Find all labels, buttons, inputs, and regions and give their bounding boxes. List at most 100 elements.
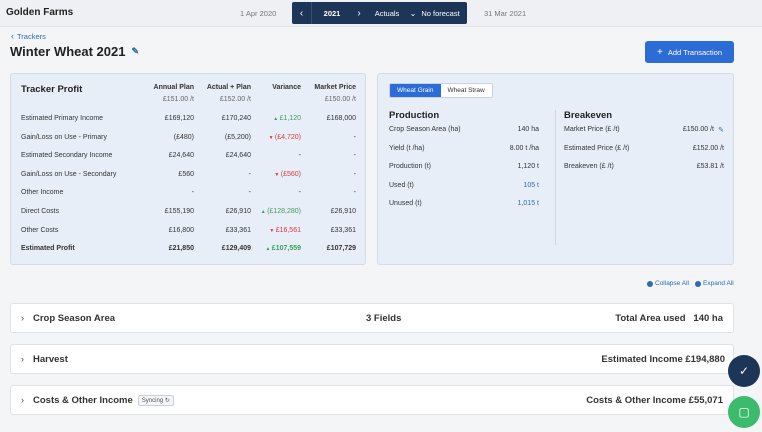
profit-market-value: £168,000 [326,115,356,122]
triangle-down-icon: ▼ [268,134,275,141]
tab-wheat-grain[interactable]: Wheat Grain [390,84,441,97]
profit-variance: ▲ £1,120 [251,115,301,122]
accordion-title: Crop Season Area [33,313,116,324]
profit-market-value: £33,361 [330,226,356,234]
syncing-badge: Syncing ↻ [137,395,174,406]
forecast-selector[interactable]: No forecast [421,8,460,18]
production-row-label: Unused (t) [389,200,422,207]
profit-row: Direct Costs £155,190 £26,910 ▲ (£128,280) £… [21,208,357,222]
breadcrumb[interactable]: ‹ Trackers [11,31,46,41]
chevron-left-icon: ‹ [299,7,304,19]
chevron-down-icon[interactable]: ⌄ [409,8,417,18]
add-transaction-label: Add Transaction [667,47,723,57]
profit-variance-value: - [298,189,301,197]
col-variance: Variance [272,84,301,91]
season-end-date: 31 Mar 2021 [484,9,527,18]
col-actual-plan-sub: £152.00 /t [219,96,251,103]
plus-circle-icon [695,280,701,287]
profit-market-value: - [353,170,356,178]
breakeven-row-value: £53.81 /t [696,163,724,170]
profit-row-label: Estimated Secondary Income [21,152,113,160]
triangle-up-icon: ▲ [265,246,272,253]
production-row: Crop Season Area (ha) 140 ha [389,126,539,138]
checklist-fab[interactable]: ✓ [728,355,760,387]
col-actual-plan: Actual + Plan [206,84,251,91]
col-annual-plan-sub: £151.00 /t [162,96,194,103]
profit-row: Estimated Secondary Income £24,640 £24,640… [21,152,357,166]
tab-wheat-straw[interactable]: Wheat Straw [440,84,492,97]
profit-plan-value: £16,800 [168,226,194,234]
expand-all-label: Expand All [703,280,734,287]
tracker-profit-title: Tracker Profit [21,84,83,95]
edit-pencil-icon[interactable]: ✎ [718,127,724,134]
tracker-profit-card: Tracker Profit Annual Plan £151.00 /t Ac… [10,73,366,265]
triangle-up-icon: ▲ [260,209,268,215]
production-row: Used (t) 105 t [389,182,539,194]
expand-all-button[interactable]: Expand All [695,280,734,287]
collapse-all-button[interactable]: Collapse All [647,280,689,287]
triangle-down-icon: ▼ [269,227,276,234]
profit-actual-value: - [248,170,251,178]
production-row: Production (t) 1,120 t [389,163,539,175]
triangle-down-icon: ▼ [274,171,281,178]
profit-row-label: Direct Costs [21,208,60,215]
production-row-label: Crop Season Area (ha) [389,126,461,133]
profit-row: Estimated Primary Income £169,120 £170,240… [21,115,357,129]
chat-fab[interactable]: ▢ [728,396,760,428]
production-row-value[interactable]: 105 t [523,181,539,189]
profit-row-label: Other Income [21,189,64,197]
profit-row-label: Other Costs [21,226,59,234]
profit-actual-value: £26,910 [225,208,251,215]
estimated-income: Estimated Income £194,880 [601,354,725,365]
production-card: Wheat Grain Wheat Straw Production Break… [377,73,734,265]
profit-market-value: - [353,189,356,197]
profit-row: Gain/Loss on Use - Primary (£480) (£5,200)… [21,134,357,148]
profit-plan-value: £155,190 [164,208,194,215]
profit-variance: ▲ £107,559 [251,245,301,252]
chat-icon: ▢ [738,405,750,419]
profit-plan-value: £169,120 [164,115,194,122]
col-market-price-sub: £150.00 /t [324,96,356,103]
production-row: Unused (t) 1,015 t [389,200,539,212]
farm-name[interactable]: Golden Farms [6,7,74,18]
next-year-button[interactable]: › [352,2,366,24]
profit-variance: ▼ (£560) [251,171,301,178]
breakeven-row-label: Market Price (£ /t) [564,126,620,133]
profit-variance-value: (£4,720) [274,133,301,141]
profit-row-label: Gain/Loss on Use - Secondary [21,170,117,178]
production-row-value: 140 ha [517,126,539,133]
profit-variance: ▲ (£128,280) [251,208,301,215]
minus-circle-icon [647,280,653,287]
profit-actual-value: - [248,189,251,197]
profit-variance-value: - [298,152,301,160]
production-row-value: 1,120 t [517,163,539,170]
page-title: Winter Wheat 2021 [10,44,126,59]
accordion-crop-season-area[interactable]: › Crop Season Area 3 Fields Total Area u… [10,303,734,333]
accordion-costs-other-income[interactable]: › Costs & Other Income Syncing ↻ Costs &… [10,385,734,415]
profit-plan-value: (£480) [173,133,194,141]
season-selector: ‹ 2021 › Actuals ⌄ No forecast [292,2,467,24]
profit-variance-value: £107,559 [271,245,301,253]
add-transaction-button[interactable]: + Add Transaction [645,41,734,63]
syncing-label: Syncing [141,398,164,404]
col-annual-plan: Annual Plan [153,84,194,91]
profit-market-value: - [353,152,356,160]
breakeven-row: Market Price (£ /t) £150.00 /t ✎ [564,126,724,138]
view-dropdown[interactable]: Actuals [374,8,400,18]
season-start-date: 1 Apr 2020 [240,9,277,18]
profit-actual-value: (£5,200) [224,133,251,141]
accordion-title: Costs & Other Income [33,395,133,406]
accordion-harvest[interactable]: › Harvest Estimated Income £194,880 [10,344,734,374]
profit-plan-value: £21,850 [168,245,194,253]
triangle-up-icon: ▲ [273,116,280,122]
breadcrumb-trackers[interactable]: Trackers [17,31,46,41]
chevron-right-icon: › [21,354,24,364]
chevron-right-icon: › [21,395,24,405]
previous-year-button[interactable]: ‹ [292,2,312,24]
production-row-value[interactable]: 1,015 t [517,200,539,207]
chevron-right-icon: › [357,7,361,19]
top-bar: Golden Farms 1 Apr 2020 ‹ 2021 › Actuals… [0,0,762,27]
edit-pencil-icon[interactable]: ✎ [131,46,140,56]
col-market-price: Market Price [314,84,356,91]
profit-row: Estimated Profit £21,850 £129,409 ▲ £107,55… [21,245,357,259]
